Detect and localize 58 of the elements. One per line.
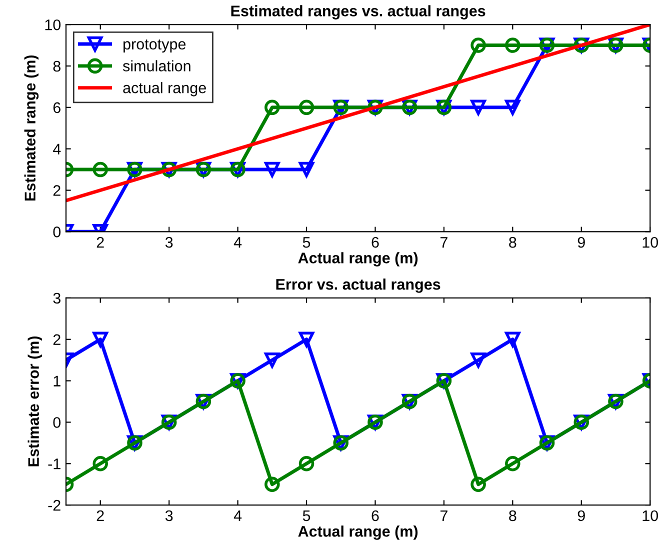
y-tick-label: 0 [53, 417, 61, 428]
x-tick-label: 10 [642, 510, 658, 522]
point [298, 332, 314, 348]
point [470, 38, 486, 53]
x-tick-label: 8 [509, 236, 516, 248]
y-tick-label: 6 [53, 102, 60, 114]
y-axis-title: Estimated range (m) [24, 55, 39, 201]
x-tick-label: 3 [165, 510, 173, 522]
x-tick-label: 9 [578, 510, 585, 522]
y-tick-label: 3 [53, 292, 60, 304]
x-tick-label: 2 [96, 510, 104, 521]
y-tick-label: 2 [53, 334, 60, 345]
x-tick-label: 7 [440, 510, 448, 521]
y-axis-title: Estimate error (m) [28, 336, 42, 466]
x-tick-label: 6 [372, 236, 379, 248]
point [92, 456, 108, 472]
point [505, 456, 520, 472]
point [264, 476, 280, 492]
x-tick-label: 4 [234, 510, 242, 521]
point [264, 100, 280, 116]
point [92, 162, 108, 178]
y-tick-label: 2 [53, 185, 60, 196]
x-tick-label: 2 [96, 236, 104, 248]
y-tick-label: 0 [53, 226, 61, 238]
x-tick-label: 7 [440, 237, 448, 248]
x-axis-title: Actual range (m) [298, 252, 418, 266]
point [470, 100, 486, 116]
x-tick-label: 10 [642, 236, 658, 248]
x-tick-label: 5 [302, 237, 310, 248]
legend-label: actual range [123, 82, 206, 96]
legend-label: prototype [124, 40, 186, 53]
x-tick-label: 3 [165, 236, 173, 248]
point [298, 162, 314, 178]
point [470, 476, 486, 492]
point [92, 332, 108, 348]
point [505, 332, 520, 348]
legend-label: simulation [122, 60, 190, 72]
point [505, 38, 520, 53]
x-axis-title: Actual range (m) [298, 526, 418, 540]
point [298, 100, 314, 116]
y-tick-label: -2 [48, 500, 60, 511]
point [264, 162, 280, 178]
point [264, 352, 280, 368]
y-tick-label: 8 [53, 60, 60, 72]
x-tick-label: 9 [578, 236, 585, 248]
y-tick-label: 10 [45, 19, 61, 30]
y-tick-label: -1 [48, 458, 60, 470]
point [298, 456, 314, 472]
point [470, 352, 486, 368]
x-tick-label: 8 [509, 510, 516, 522]
chart-title: Estimated ranges vs. actual ranges [231, 5, 486, 20]
chart-title: Error vs. actual ranges [276, 278, 440, 293]
y-tick-label: 1 [54, 376, 60, 386]
y-tick-label: 4 [52, 144, 61, 154]
x-tick-label: 6 [372, 510, 379, 522]
x-tick-label: 4 [234, 237, 242, 248]
x-tick-label: 5 [302, 510, 310, 522]
point [505, 100, 520, 116]
